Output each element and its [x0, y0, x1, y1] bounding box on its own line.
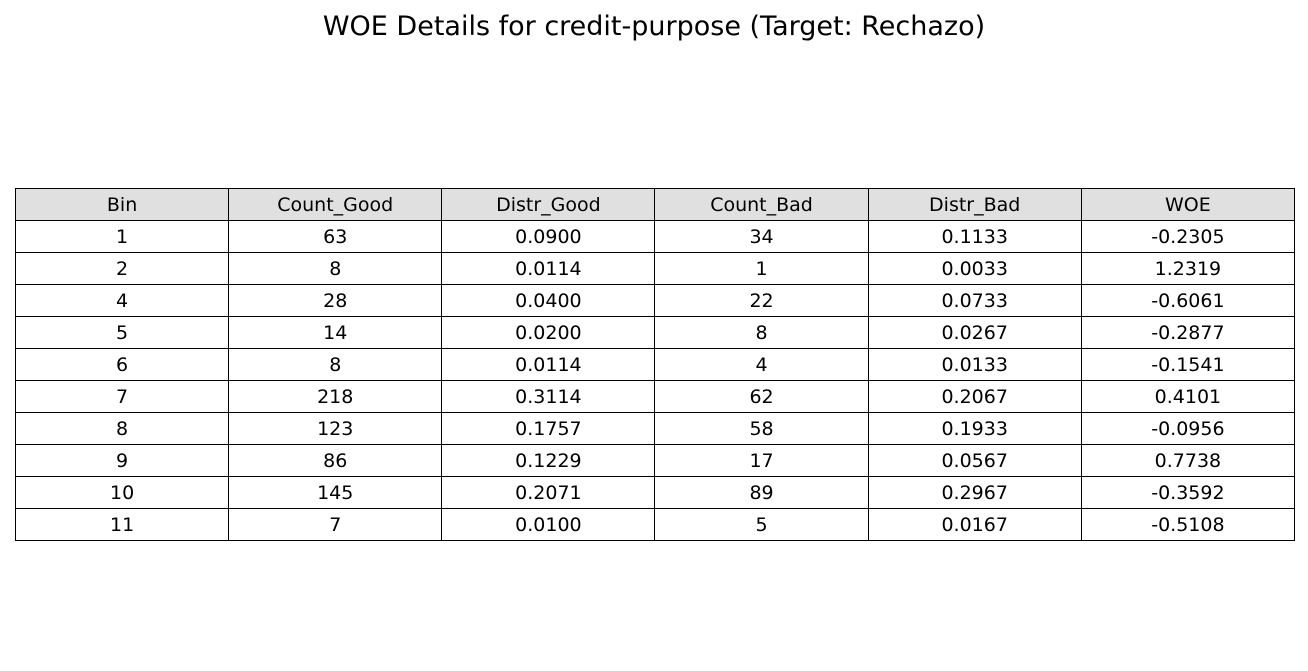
- table-cell-bin: 7: [14, 380, 230, 413]
- table-cell-bin: 10: [14, 476, 230, 509]
- chart-title: WOE Details for credit-purpose (Target: …: [322, 11, 986, 42]
- table-cell-count-good: 145: [228, 476, 443, 509]
- column-header-distr-bad: Distr_Bad: [867, 188, 1082, 221]
- table-cell-bin: 1: [14, 220, 230, 253]
- table-cell-woe: -0.3592: [1080, 476, 1296, 509]
- header-row: Bin Count_Good Distr_Good Count_Bad Distr_Ba…: [14, 188, 1296, 221]
- table-cell-count-good: 63: [228, 220, 443, 253]
- table-cell-count-good: 123: [228, 412, 443, 445]
- table-cell-count-good: 14: [228, 316, 443, 349]
- table-cell-distr-good: 0.0900: [441, 220, 656, 253]
- table-cell-woe: -0.1541: [1080, 348, 1296, 381]
- table-cell-woe: 0.7738: [1080, 444, 1296, 477]
- table-cell-distr-good: 0.2071: [441, 476, 656, 509]
- table-row: 5 14 0.0200 8 0.0267 -0.2877: [14, 316, 1296, 349]
- table-row: 2 8 0.0114 1 0.0033 1.2319: [14, 252, 1296, 285]
- table-row: 9 86 0.1229 17 0.0567 0.7738: [14, 444, 1296, 477]
- table-cell-count-bad: 22: [654, 284, 869, 317]
- table-cell-count-bad: 58: [654, 412, 869, 445]
- table-cell-woe: -0.0956: [1080, 412, 1296, 445]
- table-cell-distr-bad: 0.0267: [867, 316, 1082, 349]
- table-cell-bin: 2: [14, 252, 230, 285]
- table-cell-distr-good: 0.0114: [441, 252, 656, 285]
- table-row: 1 63 0.0900 34 0.1133 -0.2305: [14, 220, 1296, 253]
- table-cell-distr-bad: 0.0567: [867, 444, 1082, 477]
- column-header-count-bad: Count_Bad: [654, 188, 869, 221]
- table-cell-distr-bad: 0.2967: [867, 476, 1082, 509]
- table-body: 1 63 0.0900 34 0.1133 -0.2305 2 8 0.0114 1 0.0033 1…: [14, 220, 1296, 541]
- table-cell-distr-bad: 0.2067: [867, 380, 1082, 413]
- table-cell-count-good: 8: [228, 348, 443, 381]
- table-cell-distr-good: 0.0400: [441, 284, 656, 317]
- table-cell-bin: 5: [14, 316, 230, 349]
- table-row: 11 7 0.0100 5 0.0167 -0.5108: [14, 508, 1296, 541]
- woe-table: Bin Count_Good Distr_Good Count_Bad Distr_Ba…: [14, 188, 1296, 541]
- table-cell-count-bad: 8: [654, 316, 869, 349]
- table-cell-count-good: 7: [228, 508, 443, 541]
- table-cell-distr-bad: 0.0033: [867, 252, 1082, 285]
- table-cell-count-bad: 5: [654, 508, 869, 541]
- table-cell-bin: 8: [14, 412, 230, 445]
- column-header-bin: Bin: [14, 188, 230, 221]
- table-cell-distr-good: 0.0200: [441, 316, 656, 349]
- column-header-count-good: Count_Good: [228, 188, 443, 221]
- table-cell-distr-bad: 0.1933: [867, 412, 1082, 445]
- table-cell-distr-bad: 0.1133: [867, 220, 1082, 253]
- table-row: 8 123 0.1757 58 0.1933 -0.0956: [14, 412, 1296, 445]
- table-cell-count-good: 218: [228, 380, 443, 413]
- table-cell-count-good: 8: [228, 252, 443, 285]
- table-cell-woe: 1.2319: [1080, 252, 1296, 285]
- table-cell-distr-good: 0.0100: [441, 508, 656, 541]
- table-cell-distr-bad: 0.0167: [867, 508, 1082, 541]
- table-cell-distr-good: 0.3114: [441, 380, 656, 413]
- table-cell-woe: -0.6061: [1080, 284, 1296, 317]
- table-cell-woe: -0.2305: [1080, 220, 1296, 253]
- table-cell-distr-good: 0.0114: [441, 348, 656, 381]
- table-cell-bin: 4: [14, 284, 230, 317]
- table-row: 7 218 0.3114 62 0.2067 0.4101: [14, 380, 1296, 413]
- table-cell-woe: -0.2877: [1080, 316, 1296, 349]
- table-cell-distr-good: 0.1757: [441, 412, 656, 445]
- column-header-woe: WOE: [1080, 188, 1296, 221]
- table-row: 10 145 0.2071 89 0.2967 -0.3592: [14, 476, 1296, 509]
- table-cell-bin: 11: [14, 508, 230, 541]
- table-cell-count-bad: 4: [654, 348, 869, 381]
- table-cell-distr-bad: 0.0133: [867, 348, 1082, 381]
- table-row: 4 28 0.0400 22 0.0733 -0.6061: [14, 284, 1296, 317]
- table-header: Bin Count_Good Distr_Good Count_Bad Distr_Ba…: [14, 188, 1296, 221]
- column-header-distr-good: Distr_Good: [441, 188, 656, 221]
- table-cell-count-good: 28: [228, 284, 443, 317]
- table-cell-bin: 9: [14, 444, 230, 477]
- table-cell-woe: -0.5108: [1080, 508, 1296, 541]
- table-cell-count-bad: 89: [654, 476, 869, 509]
- table-cell-bin: 6: [14, 348, 230, 381]
- table-cell-count-bad: 34: [654, 220, 869, 253]
- table-row: 6 8 0.0114 4 0.0133 -0.1541: [14, 348, 1296, 381]
- table-cell-count-bad: 62: [654, 380, 869, 413]
- table-cell-distr-good: 0.1229: [441, 444, 656, 477]
- table-cell-woe: 0.4101: [1080, 380, 1296, 413]
- table-cell-distr-bad: 0.0733: [867, 284, 1082, 317]
- table-cell-count-bad: 17: [654, 444, 869, 477]
- table-cell-count-good: 86: [228, 444, 443, 477]
- table-cell-count-bad: 1: [654, 252, 869, 285]
